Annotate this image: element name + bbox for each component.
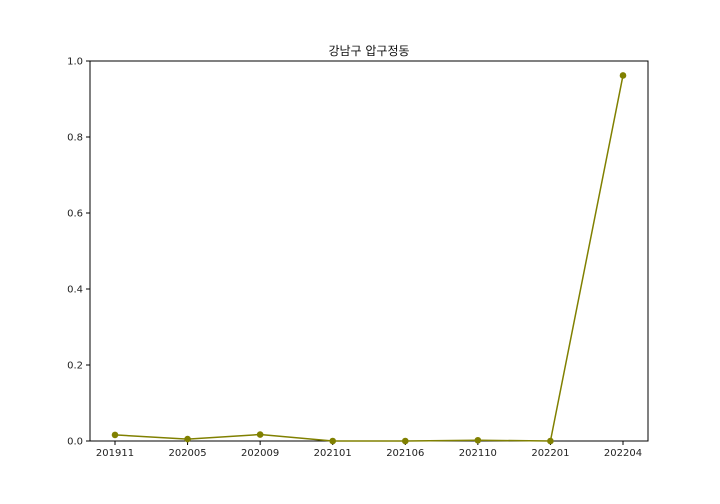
- data-point: [329, 437, 337, 445]
- data-point: [547, 437, 554, 445]
- x-tick-label: 202009: [241, 448, 279, 459]
- x-tick-label: 202204: [604, 448, 642, 459]
- x-tick-label: 202110: [459, 448, 497, 459]
- series-line: [114, 75, 624, 442]
- x-tick-label: 202106: [386, 448, 424, 459]
- data-point: [184, 435, 191, 443]
- y-tick-label: 0.6: [67, 209, 83, 220]
- data-point: [619, 72, 627, 79]
- plot-area: 0.0 0.2 0.4 0.6 0.8 1.0 201911 202005 202009 2021…: [67, 57, 649, 459]
- y-tick-label: 0.2: [67, 361, 83, 372]
- x-tick-label: 202005: [168, 448, 206, 459]
- data-point: [401, 437, 409, 445]
- x-tick-label: 202101: [314, 448, 352, 459]
- data-point: [111, 431, 119, 439]
- y-tick-label: 0.0: [67, 437, 83, 448]
- plot-frame: [89, 60, 649, 442]
- x-tick-label: 202201: [531, 448, 569, 459]
- chart-title: 강남구 압구정동: [328, 44, 409, 58]
- y-tick-label: 0.4: [67, 285, 83, 296]
- y-tick-label: 1.0: [67, 57, 83, 68]
- x-tick-label: 201911: [96, 448, 134, 459]
- data-point: [256, 431, 264, 438]
- y-tick-label: 0.8: [67, 133, 83, 144]
- data-point: [474, 436, 482, 444]
